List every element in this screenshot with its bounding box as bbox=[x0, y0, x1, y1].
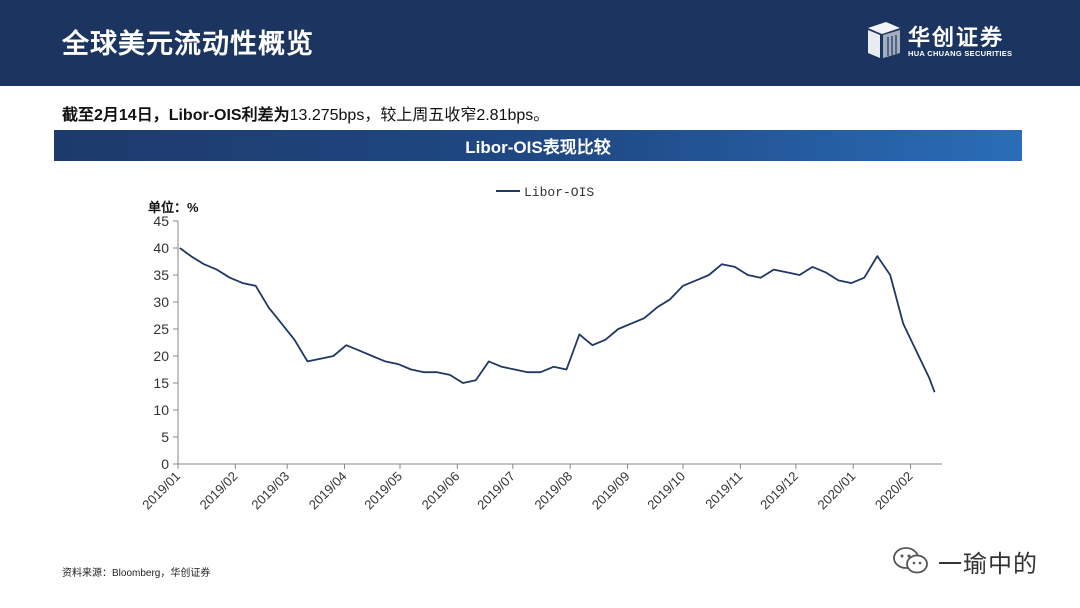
series-line-libor-ois bbox=[179, 247, 936, 393]
y-tick-label: 40 bbox=[153, 240, 169, 256]
x-tick-label: 2020/01 bbox=[814, 469, 858, 513]
axes bbox=[177, 221, 942, 465]
x-tick-label: 2019/10 bbox=[644, 469, 688, 513]
watermark: 一瑜中的 bbox=[892, 545, 1038, 578]
x-tick-label: 2019/01 bbox=[139, 469, 183, 513]
x-tick-label: 2019/09 bbox=[589, 469, 633, 513]
wechat-icon bbox=[893, 547, 928, 574]
y-unit-label: 单位：% bbox=[148, 200, 199, 215]
logo-cube-icon bbox=[868, 22, 900, 58]
y-tick-label: 45 bbox=[153, 213, 169, 229]
data-source: 资料来源：Bloomberg，华创证券 bbox=[62, 568, 211, 579]
legend: Libor-OIS bbox=[496, 185, 594, 200]
x-tick-label: 2019/06 bbox=[419, 469, 463, 513]
y-axis-ticks: 0 5 10 15 20 25 30 35 40 45 bbox=[153, 213, 178, 472]
x-tick-label: 2019/05 bbox=[361, 469, 405, 513]
x-tick-label: 2019/07 bbox=[474, 469, 518, 513]
x-tick-label: 2019/04 bbox=[306, 469, 350, 513]
chart-title-banner: Libor-OIS表现比较 bbox=[54, 130, 1022, 161]
x-tick-label: 2019/08 bbox=[531, 469, 575, 513]
company-logo: 华创证券 HUA CHUANG SECURITIES bbox=[864, 20, 1024, 62]
y-tick-label: 0 bbox=[161, 456, 169, 472]
x-tick-label: 2019/12 bbox=[757, 469, 801, 513]
y-tick-label: 10 bbox=[153, 402, 169, 418]
x-tick-label: 2019/03 bbox=[248, 469, 292, 513]
watermark-text: 一瑜中的 bbox=[938, 550, 1038, 578]
x-axis-ticks: 2019/01 2019/02 2019/03 2019/04 2019/05 2019/… bbox=[139, 464, 916, 513]
header-bar: 全球美元流动性概览 华创证券 HUA CHUANG SECURITIES bbox=[0, 0, 1080, 86]
summary-normal: 13.275bps，较上周五收窄2.81bps。 bbox=[289, 107, 550, 124]
logo-chinese-name: 华创证券 bbox=[908, 25, 1005, 50]
y-tick-label: 25 bbox=[153, 321, 169, 337]
y-tick-label: 35 bbox=[153, 267, 169, 283]
chart-title: Libor-OIS表现比较 bbox=[465, 138, 611, 157]
y-tick-label: 15 bbox=[153, 375, 169, 391]
summary-bold: 截至2月14日，Libor-OIS利差为 bbox=[62, 107, 290, 124]
y-tick-label: 30 bbox=[153, 294, 169, 310]
logo-english-name: HUA CHUANG SECURITIES bbox=[908, 49, 1013, 58]
x-tick-label: 2019/02 bbox=[197, 469, 241, 513]
y-tick-label: 20 bbox=[153, 348, 169, 364]
page-title: 全球美元流动性概览 bbox=[62, 29, 314, 59]
legend-label: Libor-OIS bbox=[524, 185, 594, 200]
x-tick-label: 2019/11 bbox=[702, 469, 745, 512]
x-tick-label: 2020/02 bbox=[872, 469, 916, 513]
y-tick-label: 5 bbox=[161, 429, 169, 445]
summary-text: 截至2月14日，Libor-OIS利差为13.275bps，较上周五收窄2.81… bbox=[62, 101, 549, 125]
